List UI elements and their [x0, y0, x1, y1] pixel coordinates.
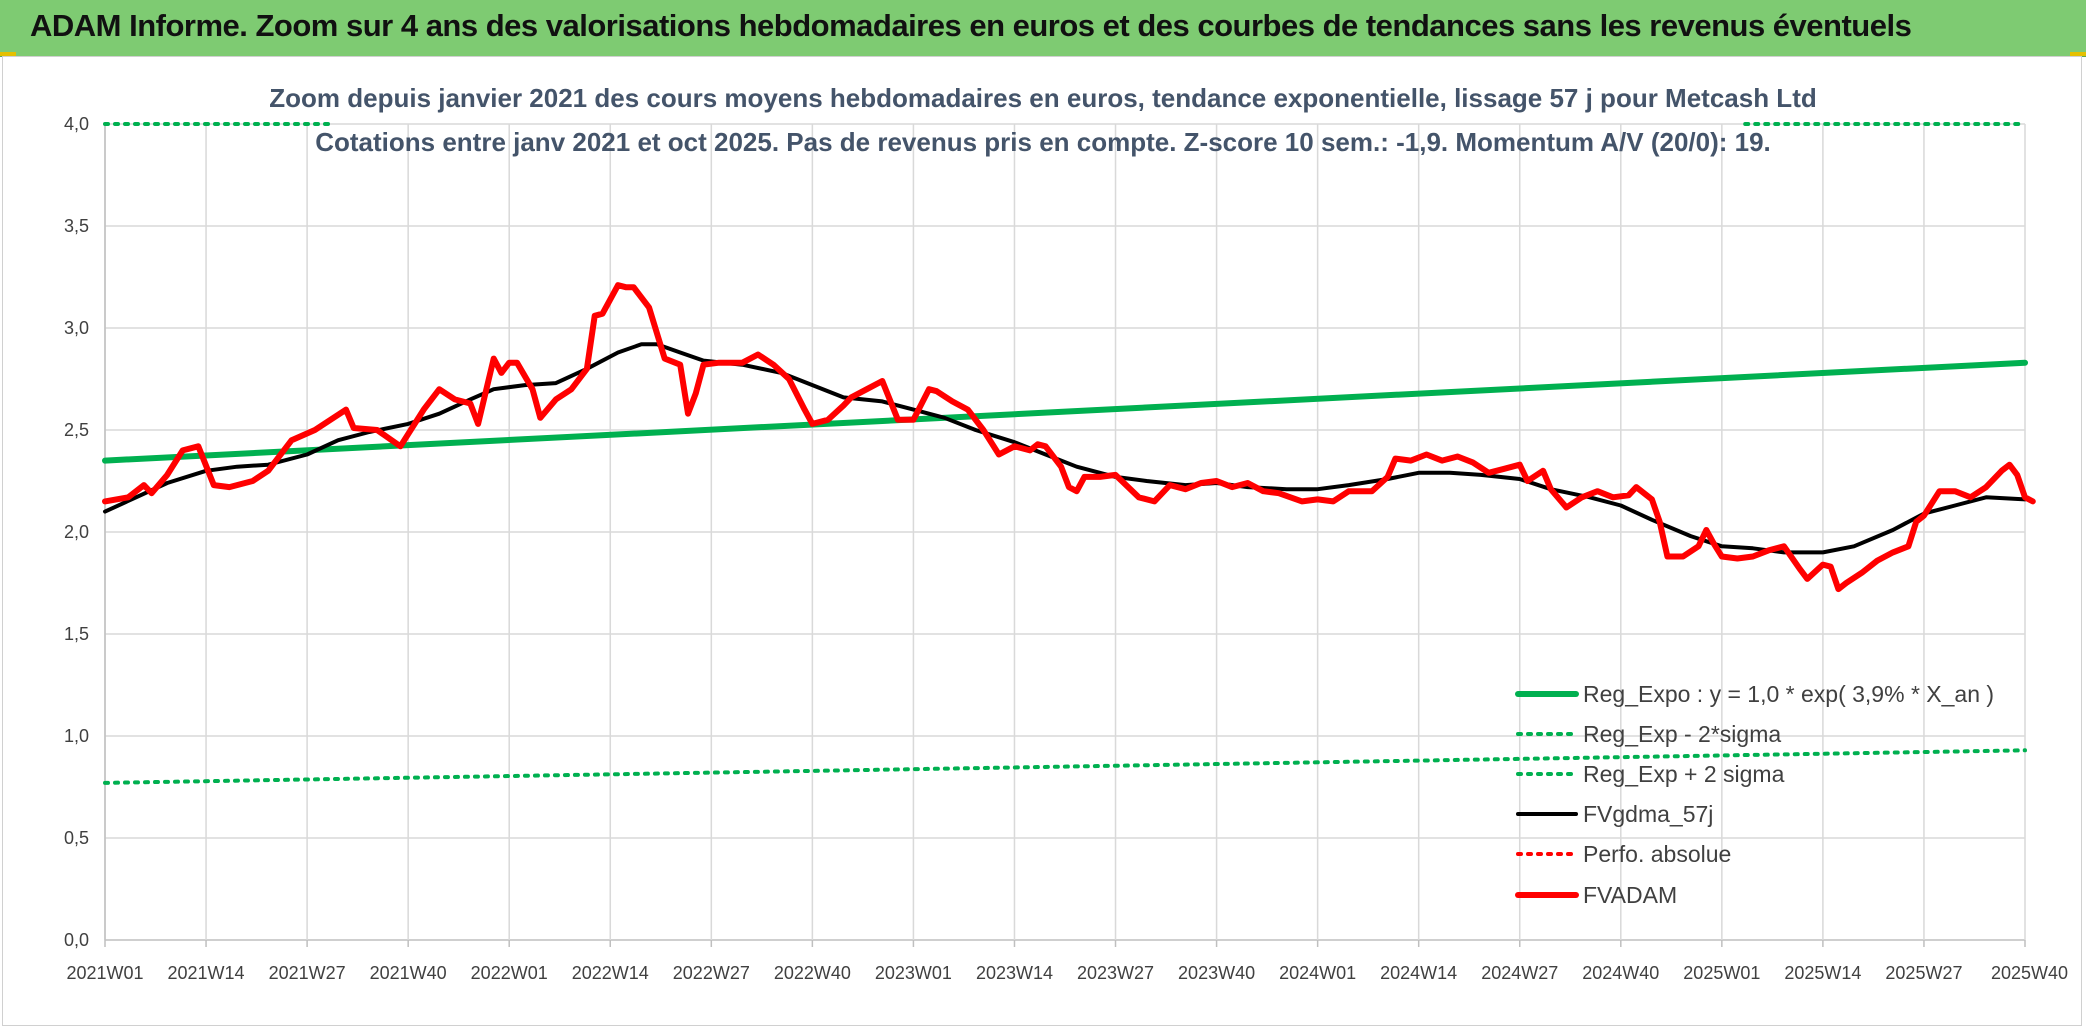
corner-mark-left [0, 52, 16, 56]
header-banner: ADAM Informe. Zoom sur 4 ans des valoris… [0, 0, 2086, 57]
y-tick-label: 3,5 [64, 216, 89, 236]
y-tick-label: 1,5 [64, 624, 89, 644]
x-tick-label: 2024W01 [1279, 963, 1356, 983]
x-tick-label: 2024W27 [1481, 963, 1558, 983]
x-tick-label: 2022W01 [471, 963, 548, 983]
chart-title: Zoom depuis janvier 2021 des cours moyen… [269, 83, 1817, 113]
y-tick-label: 2,0 [64, 522, 89, 542]
legend-label: FVADAM [1583, 882, 1677, 908]
y-tick-label: 0,0 [64, 930, 89, 950]
x-tick-label: 2023W01 [875, 963, 952, 983]
chart-series [102, 122, 2036, 785]
chart-frame [2, 56, 2082, 1026]
x-tick-label: 2024W40 [1582, 963, 1659, 983]
legend-label: Reg_Exp + 2 sigma [1583, 761, 1785, 787]
legend-label: Reg_Expo : y = 1,0 * exp( 3,9% * X_an ) [1583, 681, 1994, 707]
page-title: ADAM Informe. Zoom sur 4 ans des valoris… [30, 8, 1912, 43]
series-line-fvadam [102, 282, 2036, 593]
legend-label: Reg_Exp - 2*sigma [1583, 721, 1781, 747]
y-tick-label: 4,0 [64, 114, 89, 134]
legend-label: FVgdma_57j [1583, 801, 1713, 827]
x-tick-label: 2022W40 [774, 963, 851, 983]
x-tick-label: 2025W40 [1991, 963, 2068, 983]
x-tick-label: 2022W27 [673, 963, 750, 983]
x-tick-label: 2025W27 [1885, 963, 1962, 983]
chart-grid [104, 123, 2026, 941]
chart-axes: 0,0 0,5 1,0 1,5 2,0 2,5 3,0 3,5 4,0 2021W01 2021W1… [64, 114, 2068, 983]
series-line-reg-exp-2-sigma [103, 748, 2027, 785]
x-tick-label: 2025W01 [1683, 963, 1760, 983]
x-tick-label: 2022W14 [572, 963, 649, 983]
x-tick-label: 2021W27 [269, 963, 346, 983]
y-tick-label: 3,0 [64, 318, 89, 338]
x-tick-label: 2023W40 [1178, 963, 1255, 983]
x-tick-label: 2021W01 [66, 963, 143, 983]
legend-label: Perfo. absolue [1583, 841, 1731, 867]
x-tick-label: 2023W27 [1077, 963, 1154, 983]
x-tick-label: 2021W40 [370, 963, 447, 983]
chart-legend: Reg_Expo : y = 1,0 * exp( 3,9% * X_an ) R… [1515, 681, 1994, 908]
series-line-reg-expo-y-1-0-exp-3-9-x-an [102, 359, 2028, 464]
x-tick-label: 2025W14 [1784, 963, 1861, 983]
y-tick-label: 0,5 [64, 828, 89, 848]
x-tick-label: 2024W14 [1380, 963, 1457, 983]
y-tick-label: 2,5 [64, 420, 89, 440]
chart-subtitle: Cotations entre janv 2021 et oct 2025. P… [315, 127, 1771, 157]
x-tick-label: 2023W14 [976, 963, 1053, 983]
corner-mark-right [2070, 52, 2086, 56]
x-tick-label: 2021W14 [168, 963, 245, 983]
y-tick-label: 1,0 [64, 726, 89, 746]
